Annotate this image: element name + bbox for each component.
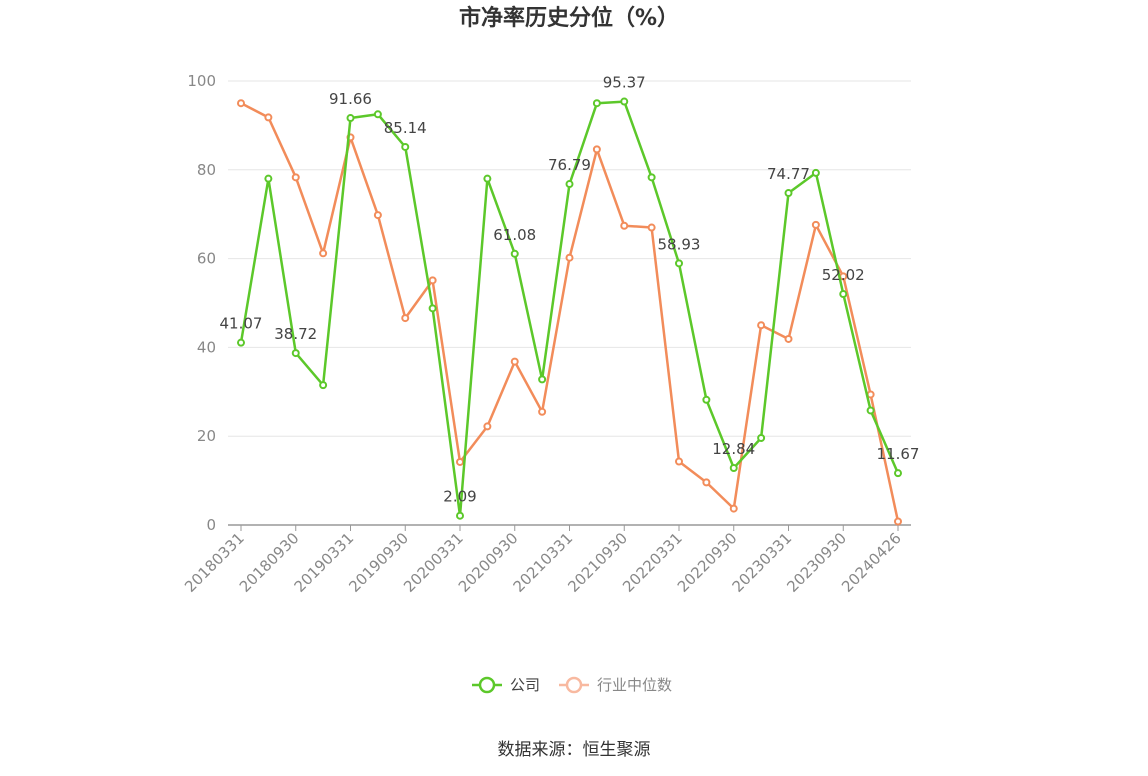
data-point[interactable] [401,142,410,151]
data-label: 52.02 [822,266,865,284]
data-label: 95.37 [603,74,646,92]
data-point[interactable] [510,249,519,258]
data-label: 41.07 [220,315,263,333]
chart-title: 市净率历史分位（%） [459,5,679,31]
legend-item-company[interactable]: 公司 [472,676,540,694]
source-note: 数据来源：恒生聚源 [498,740,651,760]
data-point[interactable] [592,99,601,108]
y-tick-label: 60 [197,250,216,268]
y-tick-label: 100 [187,72,216,90]
data-point[interactable] [538,375,547,384]
x-tick-label: 20240426 [838,529,905,596]
legend-swatch-marker [478,676,496,694]
data-point[interactable] [483,174,492,183]
data-point[interactable] [866,406,875,415]
data-label: 12.84 [712,440,755,458]
data-label: 74.77 [767,165,810,183]
data-point[interactable] [565,180,574,189]
data-point[interactable] [592,145,601,154]
data-point[interactable] [729,504,738,513]
data-label: 58.93 [658,235,701,253]
data-point[interactable] [401,314,410,323]
data-label: 85.14 [384,119,427,137]
data-point[interactable] [702,395,711,404]
series-company [237,97,902,520]
data-point[interactable] [784,334,793,343]
data-label: 61.08 [493,226,536,244]
data-point[interactable] [675,259,683,268]
data-point[interactable] [510,357,519,366]
data-point[interactable] [811,220,820,229]
y-tick-label: 0 [206,516,216,534]
data-point[interactable] [428,276,437,285]
data-point[interactable] [811,168,820,177]
data-point[interactable] [757,433,766,442]
data-point[interactable] [346,114,355,123]
data-point[interactable] [647,173,656,182]
data-labels: 41.07 38.72 91.66 85.14 2.09 61.08 76.79 95.37 5… [220,74,920,506]
data-point[interactable] [483,422,492,431]
y-tick-label: 80 [197,161,216,179]
data-point[interactable] [784,189,793,198]
data-label: 11.67 [877,445,920,463]
data-point[interactable] [264,174,273,183]
data-label: 38.72 [274,325,317,343]
data-point[interactable] [675,457,683,466]
y-tick-label: 20 [197,427,216,445]
data-label: 76.79 [548,156,591,174]
data-point[interactable] [620,221,629,230]
data-point[interactable] [456,511,464,520]
data-point[interactable] [319,381,328,390]
data-point[interactable] [237,338,245,347]
legend: 公司 行业中位数 [472,676,672,694]
data-point[interactable] [894,517,902,526]
y-axis: 0 20 40 60 80 100 [187,72,216,534]
legend-swatch-marker [565,676,583,694]
legend-label: 公司 [510,676,540,694]
data-point[interactable] [264,113,273,122]
data-point[interactable] [757,321,766,330]
data-point[interactable] [373,211,382,220]
data-point[interactable] [291,349,300,358]
data-point[interactable] [291,173,300,182]
data-point[interactable] [565,253,574,262]
data-point[interactable] [702,478,711,487]
data-point[interactable] [894,469,902,478]
data-label: 91.66 [329,90,372,108]
legend-item-industry-median[interactable]: 行业中位数 [559,676,672,694]
legend-label: 行业中位数 [597,676,672,694]
data-point[interactable] [373,110,382,119]
data-point[interactable] [538,407,547,416]
data-point[interactable] [647,223,656,232]
data-label: 2.09 [443,488,476,506]
y-tick-label: 40 [197,338,216,356]
data-point[interactable] [839,290,848,299]
data-point[interactable] [456,457,464,466]
series-industry-median [237,99,902,526]
data-point[interactable] [428,304,437,313]
data-point[interactable] [237,99,245,108]
data-point[interactable] [319,249,328,258]
data-point[interactable] [620,97,629,106]
x-axis: 2018033120180930201903312019093020200331… [181,524,911,596]
data-point[interactable] [729,463,738,472]
series-layer [237,97,902,526]
